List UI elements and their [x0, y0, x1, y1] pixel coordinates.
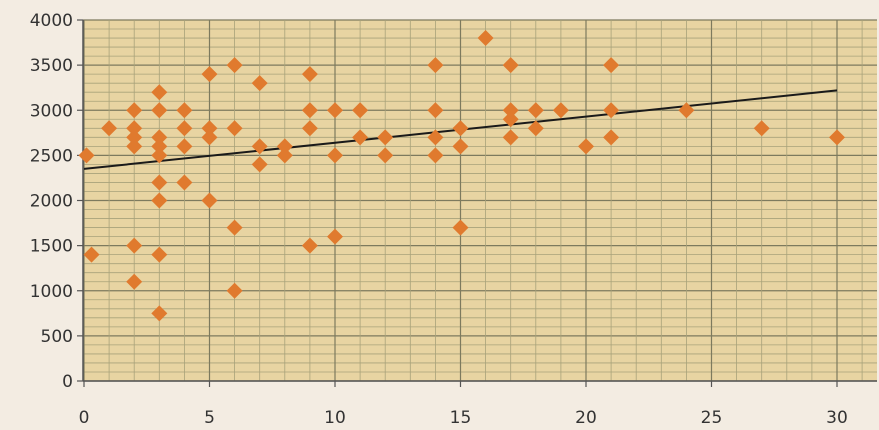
data-point [176, 120, 193, 137]
data-point [603, 102, 620, 119]
y-tick-label: 2500 [30, 146, 73, 166]
data-point [126, 120, 143, 137]
data-point [301, 237, 318, 254]
data-point [477, 30, 494, 47]
data-point [151, 305, 168, 322]
x-tick-label: 5 [204, 408, 215, 428]
y-tick-label: 0 [62, 372, 73, 392]
data-point [151, 192, 168, 209]
data-point [603, 129, 620, 146]
y-tick-label: 1000 [30, 282, 73, 302]
y-tick-label: 3500 [30, 56, 73, 76]
tick-labels: 0 500 1000 1500 2000 2500 3000 3500 4000 0 5 10 15 20… [30, 11, 848, 428]
x-tick-label: 20 [575, 408, 597, 428]
data-point [753, 120, 770, 137]
data-point [226, 57, 243, 74]
data-point [151, 84, 168, 101]
data-point [427, 129, 444, 146]
data-point [527, 102, 544, 119]
data-point [276, 147, 293, 164]
x-tick-label: 25 [701, 408, 723, 428]
data-point [126, 237, 143, 254]
data-point [327, 147, 343, 164]
data-point [176, 138, 193, 155]
data-point [301, 120, 318, 137]
data-point [301, 102, 318, 119]
y-tick-label: 1500 [30, 237, 73, 257]
data-point [829, 129, 845, 146]
data-point [377, 147, 394, 164]
data-point [427, 102, 444, 119]
data-point [502, 129, 519, 146]
data-point [427, 147, 444, 164]
data-point [151, 129, 168, 146]
data-point [427, 57, 444, 74]
data-point [201, 192, 218, 209]
data-point [151, 147, 168, 164]
x-tick-label: 30 [826, 408, 848, 428]
y-tick-label: 3000 [30, 101, 73, 121]
data-point [603, 57, 620, 74]
data-point [352, 102, 369, 119]
data-point [78, 147, 95, 164]
data-point [327, 228, 343, 245]
data-point [201, 120, 218, 137]
data-point [452, 138, 469, 155]
data-point [301, 66, 318, 83]
data-point [101, 120, 118, 137]
data-point [552, 102, 569, 119]
x-tick-label: 10 [324, 408, 346, 428]
data-point [377, 129, 394, 146]
y-tick-label: 2000 [30, 192, 73, 212]
data-point [126, 102, 143, 119]
data-point [251, 138, 268, 155]
data-point [502, 102, 519, 119]
data-point [276, 138, 293, 155]
y-tick-label: 4000 [30, 11, 73, 31]
data-point [83, 246, 100, 263]
data-point [226, 120, 243, 137]
data-point [452, 120, 469, 137]
data-point [251, 156, 268, 173]
data-point [151, 138, 168, 155]
grid [83, 19, 877, 382]
data-point [176, 174, 193, 191]
data-point [126, 273, 143, 290]
data-point [578, 138, 594, 155]
x-tick-label: 15 [450, 408, 472, 428]
data-point [452, 219, 469, 236]
y-tick-label: 500 [41, 327, 73, 347]
data-point [226, 219, 243, 236]
data-point [226, 282, 243, 299]
data-point [352, 129, 369, 146]
data-point [502, 111, 519, 128]
data-point [176, 102, 193, 119]
data-point [151, 246, 168, 263]
data-point [201, 129, 218, 146]
data-point [151, 102, 168, 119]
x-tick-label: 0 [79, 408, 90, 428]
data-point [678, 102, 695, 119]
data-point [327, 102, 343, 119]
data-point [151, 174, 168, 191]
data-point [126, 138, 143, 155]
data-point [527, 120, 544, 137]
data-point [251, 75, 268, 92]
data-point [126, 129, 143, 146]
data-points [78, 30, 845, 322]
data-point [201, 66, 218, 83]
data-point [502, 57, 519, 74]
